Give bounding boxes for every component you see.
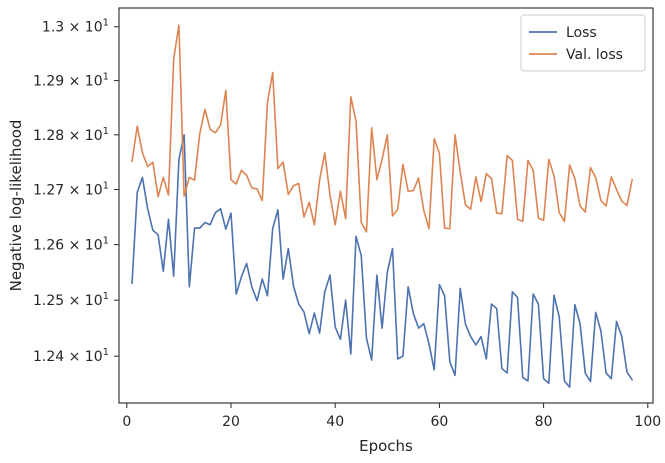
axes-layer: 0 20 40 60 80 100 1.24 × 101 1.25 × 101 1.26 × 1…: [33, 7, 661, 430]
y-tick-label: 1.26 × 101: [33, 236, 109, 254]
x-tick-label: 80: [535, 414, 553, 430]
legend-entry-0: Loss: [566, 25, 597, 41]
x-tick-label: 100: [634, 414, 661, 430]
series-line-1: [131, 24, 633, 233]
legend-box: [520, 14, 646, 72]
x-tick-label: 20: [222, 414, 240, 430]
y-tick-label: 1.25 × 101: [33, 291, 109, 309]
legend-entry-1: Val. loss: [566, 47, 623, 63]
y-tick-label: 1.27 × 101: [33, 181, 109, 199]
x-tick-label: 60: [430, 414, 448, 430]
x-tick-label: 40: [326, 414, 344, 430]
y-tick-label: 1.3 × 101: [42, 18, 109, 36]
y-tick-label: 1.24 × 101: [33, 347, 109, 365]
y-tick-label: 1.28 × 101: [33, 126, 109, 144]
y-tick-label: 1.29 × 101: [33, 72, 109, 90]
x-tick-label: 0: [122, 414, 131, 430]
legend: Loss Val. loss: [520, 14, 646, 72]
plot-frame: [118, 7, 654, 404]
series-layer: [131, 24, 633, 388]
y-axis-label: Negative log-likelihood: [7, 120, 25, 292]
x-axis-label: Epochs: [359, 437, 413, 455]
series-line-0: [131, 134, 633, 388]
